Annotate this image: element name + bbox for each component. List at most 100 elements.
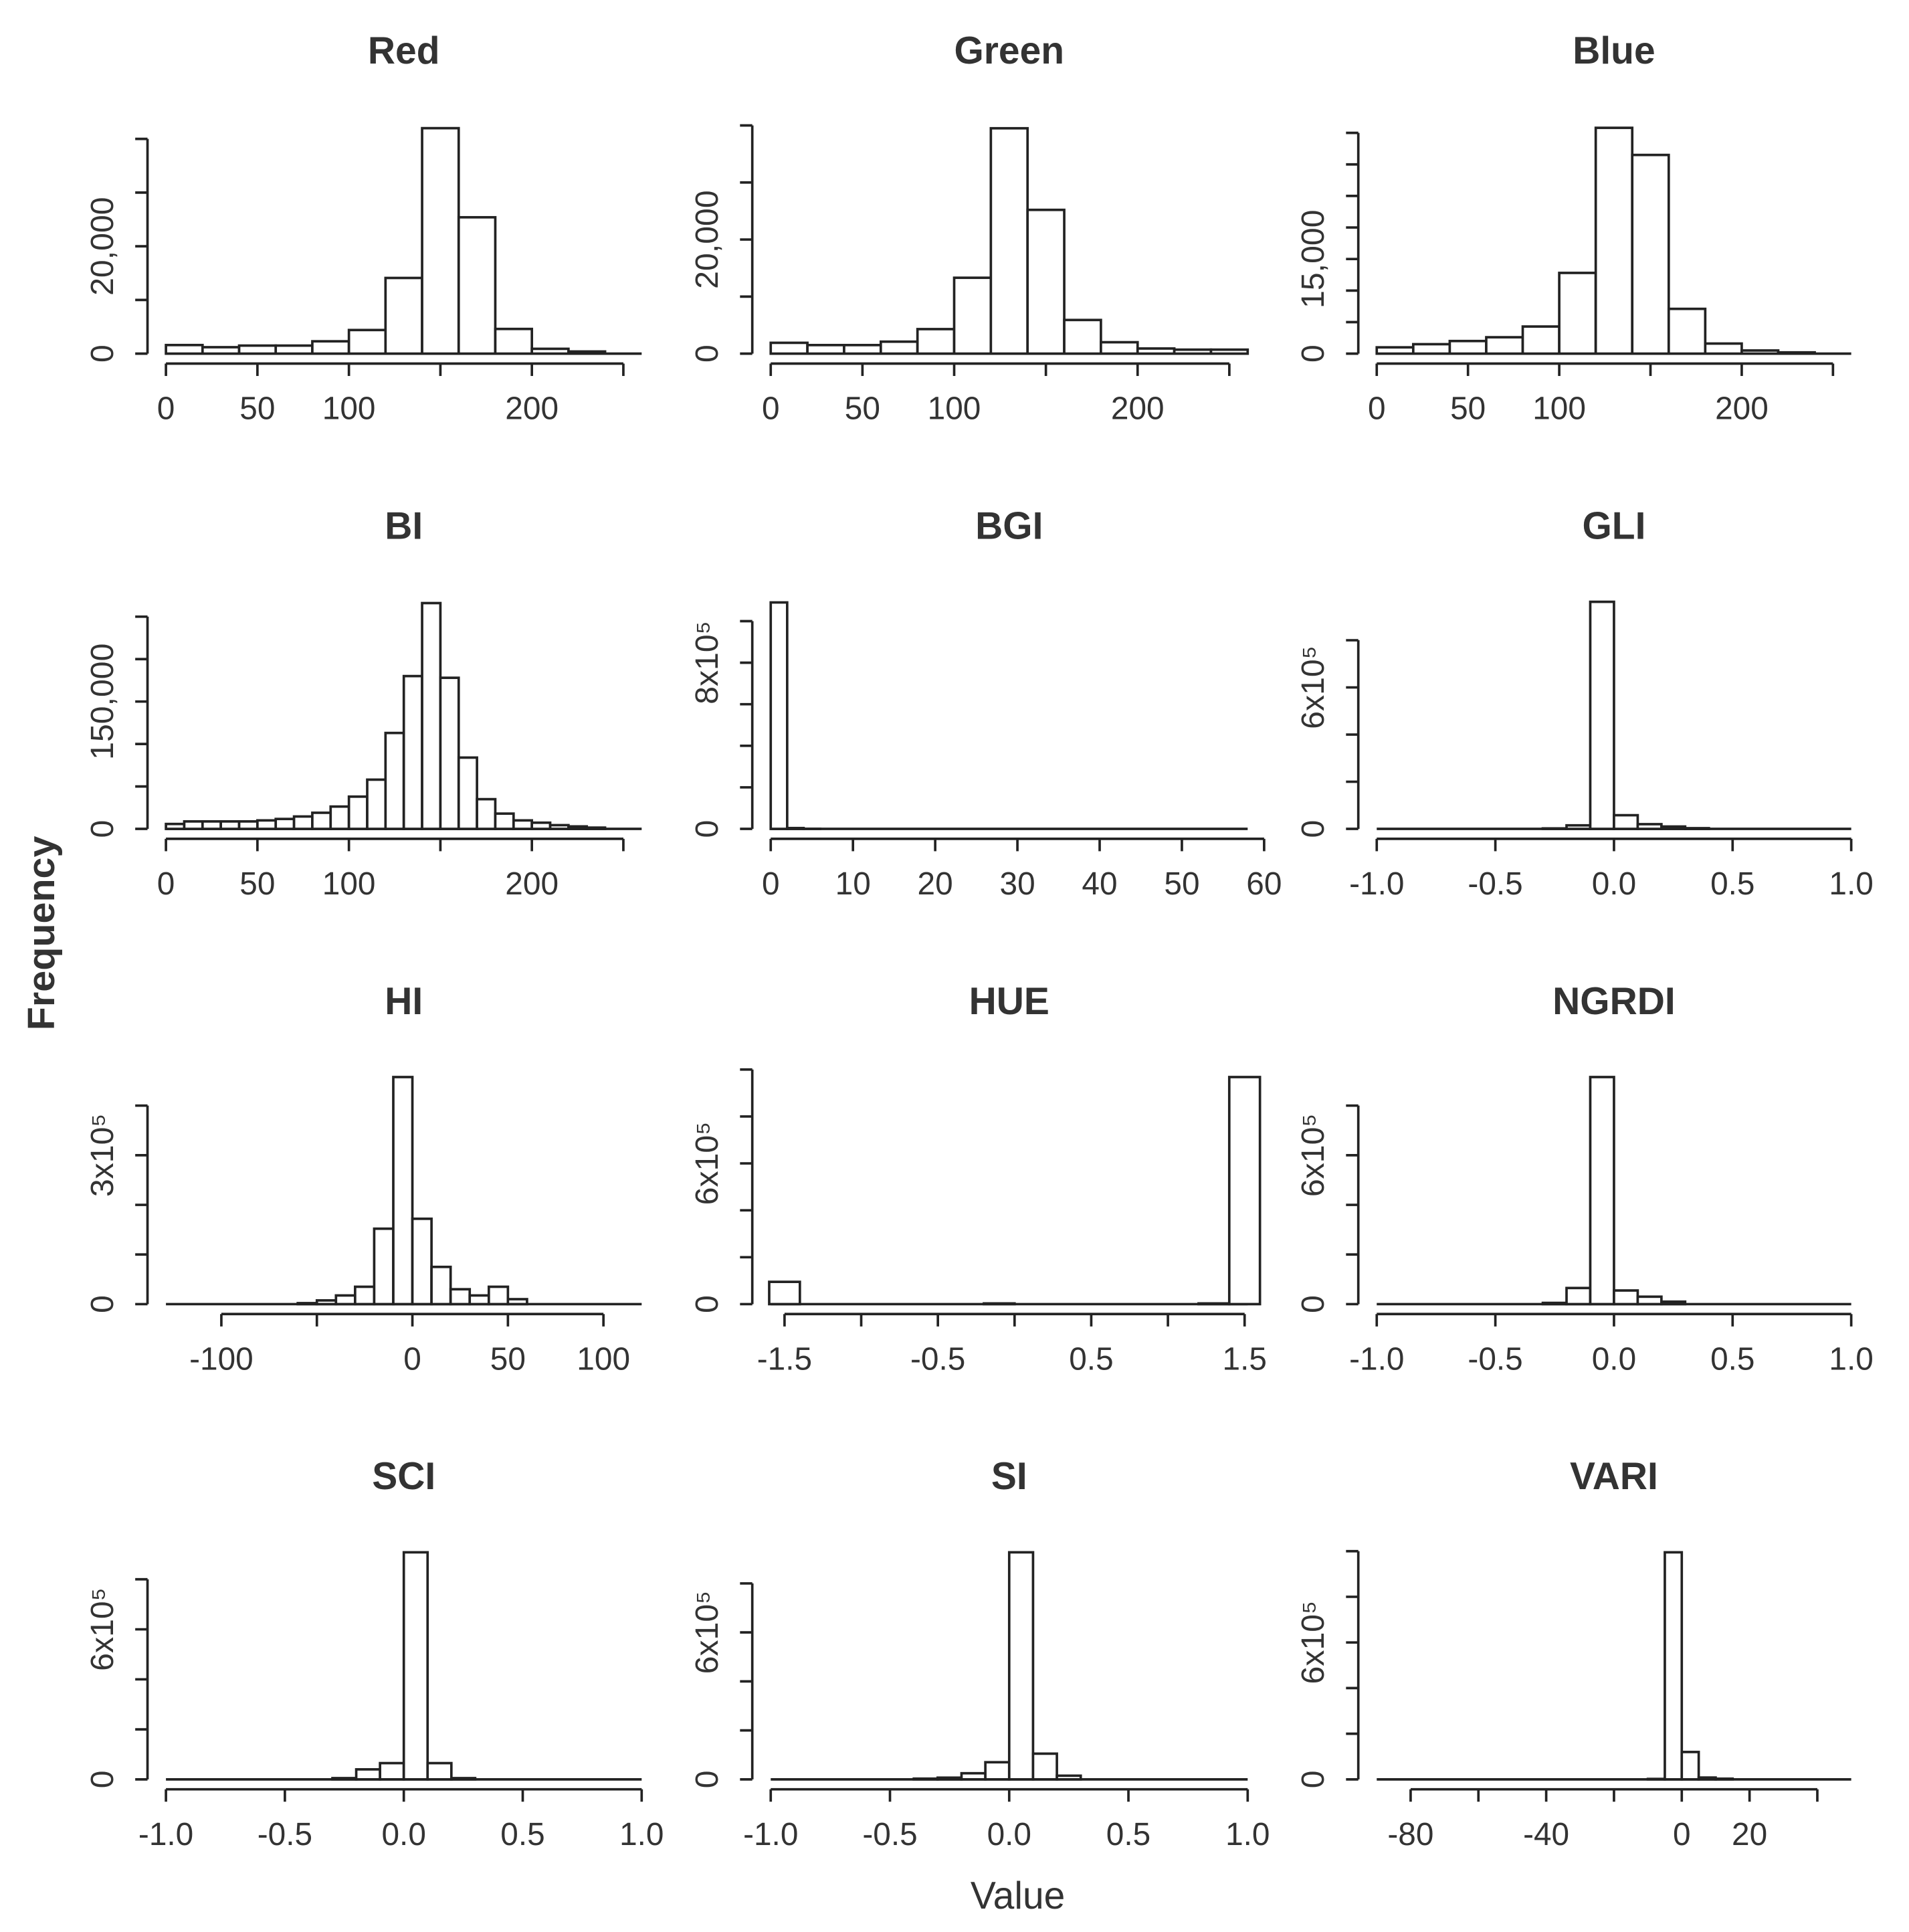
bar bbox=[426, 1761, 453, 1781]
x-tick-label: 60 bbox=[1246, 866, 1282, 902]
y-tick-label: 0 bbox=[85, 820, 120, 838]
x-tick-label: 0.5 bbox=[1710, 1341, 1754, 1377]
bar bbox=[292, 815, 314, 830]
bar bbox=[296, 1302, 318, 1306]
bar bbox=[1026, 208, 1066, 355]
x-tick-label: 0 bbox=[403, 1341, 421, 1377]
chart-title: Red bbox=[368, 29, 440, 72]
x-tick-label: -1.0 bbox=[743, 1817, 798, 1852]
bar bbox=[786, 826, 805, 830]
y-tick-label: 150,000 bbox=[85, 644, 120, 760]
bar bbox=[449, 1777, 477, 1781]
x-tick-label: 100 bbox=[322, 866, 376, 902]
x-tick-label: 0 bbox=[762, 391, 780, 426]
x-tick-label: 1.5 bbox=[1223, 1341, 1267, 1377]
y-tick-label: 6x10⁵ bbox=[1296, 646, 1331, 729]
bar bbox=[476, 797, 497, 830]
bar bbox=[494, 812, 515, 830]
x-tick-label: 100 bbox=[322, 391, 376, 426]
bar bbox=[411, 1217, 433, 1306]
bar bbox=[334, 1294, 357, 1306]
bar bbox=[354, 1285, 376, 1306]
bar bbox=[165, 822, 186, 830]
bar bbox=[402, 1551, 429, 1781]
x-tick-label: 200 bbox=[505, 391, 559, 426]
bar bbox=[165, 343, 204, 355]
bar bbox=[439, 676, 460, 830]
bar bbox=[769, 601, 789, 830]
y-tick-label: 0 bbox=[1296, 345, 1331, 363]
bar bbox=[468, 1294, 490, 1306]
bar bbox=[379, 1761, 405, 1781]
x-tick-label: 200 bbox=[1111, 391, 1165, 426]
bar bbox=[392, 1076, 414, 1306]
bar bbox=[567, 825, 589, 830]
bar bbox=[402, 674, 423, 830]
chart-title: BGI bbox=[975, 504, 1043, 547]
bar bbox=[1136, 347, 1176, 355]
bar bbox=[960, 1771, 987, 1781]
chart-title: BI bbox=[385, 504, 423, 547]
chart-title: GLI bbox=[1582, 504, 1645, 547]
bar bbox=[512, 819, 534, 830]
bar bbox=[1063, 318, 1102, 355]
x-tick-label: 20 bbox=[918, 866, 953, 902]
bar bbox=[1594, 126, 1634, 355]
x-tick-label: 0.0 bbox=[1592, 1341, 1636, 1377]
y-axis-label: Frequency bbox=[20, 836, 63, 1030]
x-tick-label: 0.5 bbox=[500, 1817, 544, 1852]
x-tick-label: -1.0 bbox=[1349, 866, 1404, 902]
bar bbox=[1521, 325, 1561, 355]
bar bbox=[1197, 1302, 1231, 1306]
x-tick-label: 0.0 bbox=[1592, 866, 1636, 902]
bar bbox=[347, 328, 387, 355]
bar bbox=[936, 1776, 963, 1781]
y-tick-label: 0 bbox=[1296, 820, 1331, 838]
y-tick-label: 20,000 bbox=[85, 197, 120, 295]
bar bbox=[311, 340, 350, 355]
bar bbox=[256, 819, 278, 830]
bar bbox=[384, 276, 423, 355]
bar bbox=[494, 327, 534, 355]
y-tick-label: 6x10⁵ bbox=[1296, 1114, 1331, 1197]
x-tick-label: 100 bbox=[1532, 391, 1586, 426]
bar bbox=[274, 344, 314, 355]
bar bbox=[1667, 307, 1707, 355]
bar bbox=[567, 350, 607, 355]
x-tick-label: -0.5 bbox=[910, 1341, 965, 1377]
x-tick-label: -1.0 bbox=[1349, 1341, 1404, 1377]
x-tick-label: 0.5 bbox=[1710, 866, 1754, 902]
bar bbox=[1031, 1752, 1058, 1781]
bar bbox=[1636, 823, 1663, 830]
bar bbox=[1589, 1076, 1615, 1306]
bar bbox=[1565, 824, 1592, 830]
bar bbox=[1636, 1295, 1663, 1306]
bar bbox=[1541, 827, 1568, 830]
x-tick-label: 0 bbox=[762, 866, 780, 902]
bar bbox=[311, 811, 332, 830]
bar bbox=[201, 820, 222, 830]
bar bbox=[373, 1227, 395, 1306]
y-tick-label: 0 bbox=[690, 1770, 725, 1788]
bar bbox=[1740, 349, 1780, 355]
bar bbox=[806, 343, 845, 355]
x-tick-label: 10 bbox=[835, 866, 871, 902]
y-tick-label: 6x10⁵ bbox=[1296, 1601, 1331, 1684]
bar bbox=[274, 817, 296, 830]
x-tick-label: -40 bbox=[1523, 1817, 1569, 1852]
bar bbox=[530, 821, 552, 830]
bar bbox=[201, 346, 241, 355]
chart-title: VARI bbox=[1570, 1455, 1658, 1498]
bar bbox=[769, 341, 809, 355]
x-tick-label: 200 bbox=[1715, 391, 1769, 426]
x-tick-label: -0.5 bbox=[862, 1817, 917, 1852]
bar bbox=[1411, 343, 1451, 355]
y-tick-label: 8x10⁵ bbox=[690, 621, 725, 704]
x-tick-label: -0.5 bbox=[1468, 1341, 1522, 1377]
y-tick-label: 6x10⁵ bbox=[690, 1591, 725, 1674]
y-tick-label: 6x10⁵ bbox=[85, 1587, 120, 1671]
bar bbox=[1704, 342, 1743, 355]
y-tick-label: 3x10⁵ bbox=[85, 1114, 120, 1197]
y-tick-label: 6x10⁵ bbox=[690, 1122, 725, 1205]
